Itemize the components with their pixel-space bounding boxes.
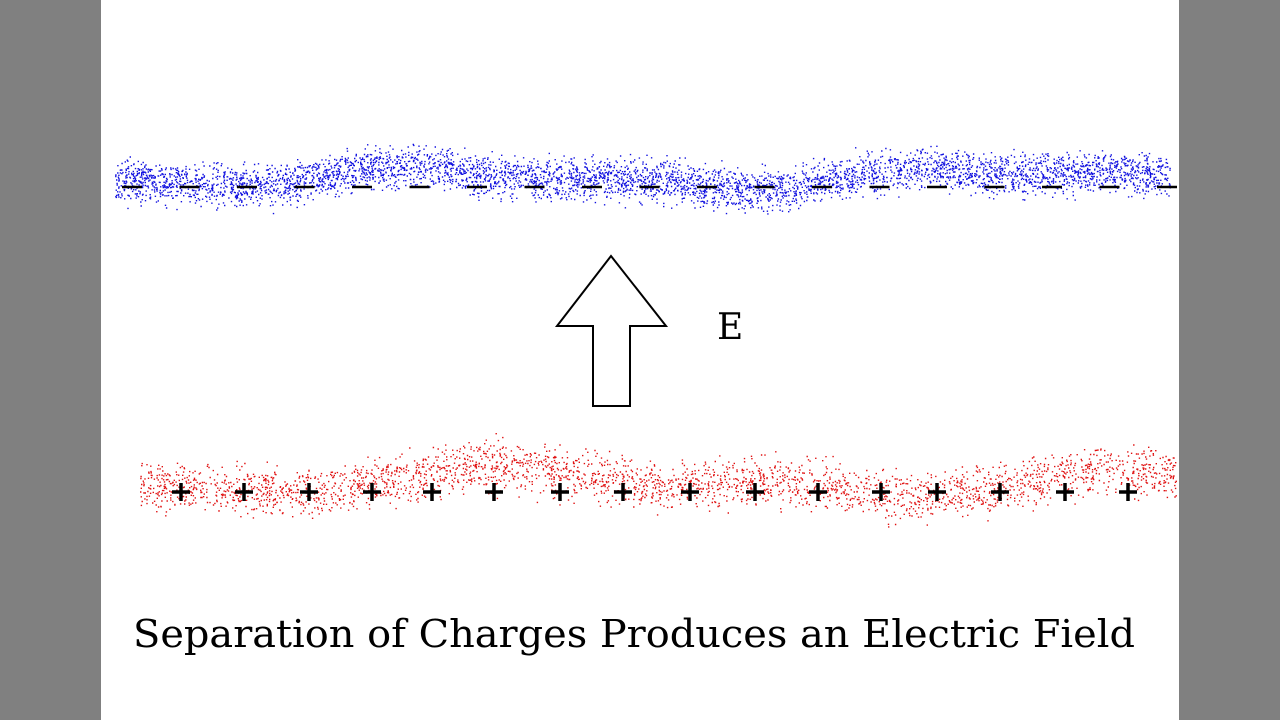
plus-sign — [551, 483, 569, 501]
plus-sign — [991, 483, 1009, 501]
plus-sign — [1056, 483, 1074, 501]
slide-background — [101, 0, 1179, 720]
plus-sign — [809, 483, 827, 501]
positive-signs — [172, 483, 1137, 501]
plus-sign — [172, 483, 190, 501]
plus-sign — [235, 483, 253, 501]
plus-sign — [363, 483, 381, 501]
plus-sign — [1119, 483, 1137, 501]
field-label: E — [717, 307, 743, 348]
field-arrow — [554, 254, 669, 407]
plus-sign — [746, 483, 764, 501]
plus-sign — [614, 483, 632, 501]
positive-charge-cloud — [140, 433, 1177, 528]
plus-sign — [681, 483, 699, 501]
plus-sign — [872, 483, 890, 501]
plus-sign — [423, 483, 441, 501]
caption: Separation of Charges Produces an Electr… — [133, 612, 1135, 656]
plus-sign — [300, 483, 318, 501]
plus-sign — [928, 483, 946, 501]
plus-sign — [485, 483, 503, 501]
